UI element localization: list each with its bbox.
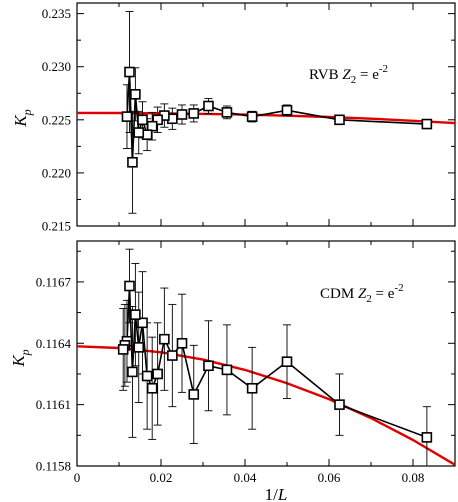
data-point [146, 120, 158, 132]
data-point [124, 280, 135, 292]
annotation-prefix: RVB [309, 67, 342, 83]
data-point [246, 382, 258, 394]
annotation-var: Z [342, 67, 351, 83]
data-point [127, 366, 138, 378]
data-point [124, 66, 135, 78]
data-line [122, 285, 428, 439]
data-point [133, 342, 145, 353]
top-panel: 0.215 0.220 0.225 0.230 0.235 Kp RVB Z2 = e-2 [11, 2, 456, 234]
data-point [221, 364, 233, 376]
data-point [121, 111, 133, 122]
data-point [203, 100, 214, 112]
panel-annotation: RVB Z2 = e-2 [309, 63, 388, 86]
data-point [146, 382, 158, 394]
x-tick-label: 0.08 [402, 470, 425, 485]
annotation-eq: = e [372, 286, 395, 302]
data-point [281, 356, 293, 367]
data-point [159, 333, 170, 345]
y-tick-label: 0.220 [42, 165, 71, 180]
y-tick-label: 0.215 [42, 219, 71, 234]
plot-frame [76, 240, 456, 467]
y-tick-label: 0.235 [42, 6, 71, 21]
x-tick-label: 0 [74, 470, 81, 485]
y-axis-label-main: K [11, 114, 30, 128]
y-axis-label-sub: p [18, 349, 32, 356]
annotation-sub: 2 [366, 293, 372, 305]
y-axis-label-sub: p [20, 109, 34, 116]
bottom-panel: 0 0.02 0.04 0.06 0.08 0.1158 0.1161 0.1164 0.116… [9, 240, 456, 502]
data-point [127, 156, 138, 168]
data-point [117, 344, 129, 355]
data-point [221, 107, 233, 118]
data-point [133, 127, 145, 138]
data-point [421, 118, 433, 130]
y-tick-label: 0.1164 [36, 336, 72, 351]
data-point [167, 350, 178, 361]
fit-curve [77, 111, 455, 125]
y-axis-label: Kp [9, 349, 32, 367]
fit-curve [77, 345, 455, 466]
y-tick-label: 0.1167 [36, 274, 72, 289]
x-tick-label: 0.04 [234, 470, 257, 485]
data-point [188, 108, 200, 119]
plot-area [77, 11, 455, 214]
x-tick-label: 0.02 [150, 470, 173, 485]
annotation-sub: 2 [351, 74, 357, 86]
panel-annotation: CDM Z2 = e-2 [320, 282, 404, 305]
data-point [246, 111, 258, 122]
y-tick-label: 0.1161 [36, 397, 71, 412]
annotation-sup: -2 [379, 63, 388, 75]
plot-area [77, 248, 455, 466]
data-point [137, 317, 148, 329]
data-point [334, 399, 345, 410]
y-tick-label: 0.1158 [36, 459, 71, 474]
x-axis-label-var: L [277, 485, 287, 502]
data-point [152, 368, 163, 380]
annotation-sup: -2 [394, 282, 403, 294]
y-axis-label-text: Kp [9, 349, 32, 367]
y-tick-label: 0.225 [42, 112, 71, 127]
data-point [334, 114, 345, 126]
data-point [130, 89, 141, 100]
y-tick-label: 0.230 [42, 59, 71, 74]
x-axis-label: 1/L [265, 485, 288, 502]
annotation-prefix: CDM [320, 286, 358, 302]
data-point [176, 337, 188, 349]
annotation-var: Z [358, 286, 367, 302]
annotation-eq: = e [356, 67, 379, 83]
data-point [176, 109, 188, 120]
x-axis-label-num: 1/ [265, 485, 279, 502]
data-point [152, 114, 163, 126]
plot-frame [76, 2, 456, 227]
data-point [130, 309, 141, 320]
data-point [281, 104, 293, 116]
x-tick-label: 0.06 [318, 470, 341, 485]
data-point [203, 360, 214, 372]
y-axis-label-main: K [9, 354, 28, 368]
data-point [188, 389, 200, 400]
data-point [137, 114, 148, 126]
data-point [141, 370, 153, 382]
data-point [421, 432, 433, 443]
y-axis-label-text: Kp [11, 109, 34, 127]
y-axis-label: Kp [11, 109, 34, 127]
